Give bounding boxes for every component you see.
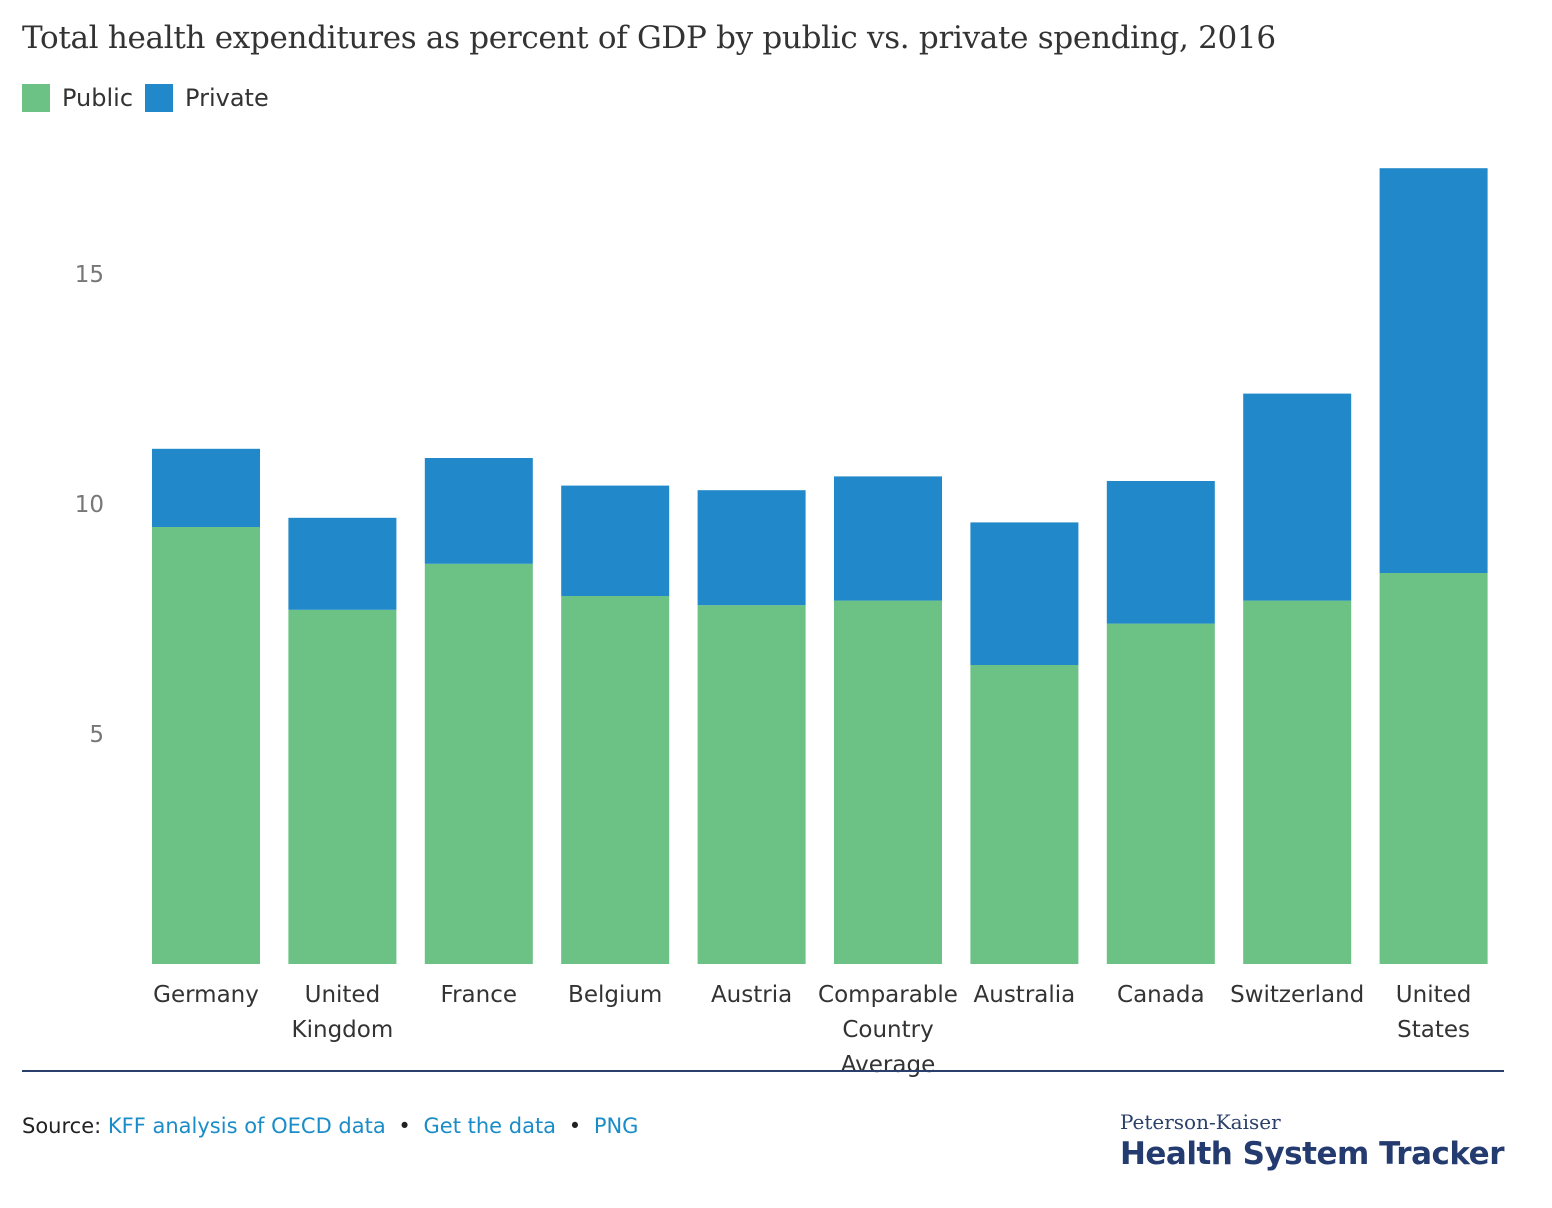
- legend-item-private: Private: [145, 84, 269, 112]
- bar-public: [152, 527, 260, 964]
- separator: •: [568, 1114, 582, 1138]
- x-tick-label: Switzerland: [1230, 982, 1364, 1008]
- bar-public: [288, 609, 397, 964]
- bar-public: [1106, 623, 1215, 964]
- bar-public: [834, 600, 942, 964]
- x-tick-label-line: Belgium: [568, 982, 662, 1008]
- y-tick-label: 10: [75, 492, 104, 518]
- legend-label-public: Public: [62, 84, 134, 112]
- bar-private: [970, 522, 1079, 665]
- x-tick-label-line: France: [441, 982, 517, 1008]
- legend-item-public: Public: [22, 84, 133, 112]
- get-data-link[interactable]: Get the data: [423, 1114, 557, 1138]
- x-tick-label-line: Austria: [711, 982, 792, 1008]
- x-tick-label-line: United: [1396, 982, 1472, 1008]
- bar-private: [1379, 168, 1488, 573]
- bar-public: [1243, 600, 1352, 964]
- source-link-oecd[interactable]: KFF analysis of OECD data: [107, 1114, 386, 1138]
- x-tick-label-line: Kingdom: [292, 1017, 394, 1043]
- bar-private: [1106, 481, 1215, 624]
- source-line: Source: KFF analysis of OECD data • Get …: [22, 1114, 638, 1138]
- bar-public: [697, 605, 806, 964]
- x-tick-label: Canada: [1117, 982, 1205, 1008]
- brand-top-text: Peterson-Kaiser: [1119, 1110, 1281, 1134]
- x-tick-label-line: Country: [842, 1017, 933, 1043]
- footer-divider: [22, 1070, 1504, 1072]
- bar-private: [152, 448, 260, 527]
- x-tick-label: United Kingdom: [292, 982, 394, 1043]
- legend-swatch-private: [145, 84, 174, 112]
- y-tick-label: 15: [75, 262, 104, 288]
- bar-public: [561, 596, 670, 964]
- bar-public: [970, 665, 1079, 964]
- x-tick-label-line: States: [1397, 1017, 1470, 1043]
- bar-private: [561, 485, 670, 596]
- chart-title: Total health expenditures as percent of …: [22, 20, 1276, 56]
- x-tick-label: Comparable Country Average: [818, 982, 958, 1078]
- bar-private: [834, 476, 942, 601]
- legend-swatch-public: [22, 84, 50, 112]
- x-tick-label: United States: [1396, 982, 1472, 1043]
- bar-private: [424, 458, 533, 564]
- y-tick-label: 5: [89, 722, 104, 748]
- x-tick-label: Germany: [153, 982, 259, 1008]
- bar-private: [1243, 393, 1352, 601]
- separator: •: [398, 1114, 411, 1138]
- x-tick-label-line: Switzerland: [1230, 982, 1364, 1008]
- legend: Public Private: [22, 84, 281, 112]
- brand-logo: Peterson-Kaiser Health System Tracker: [1119, 1110, 1505, 1172]
- x-tick-label-line: Australia: [974, 982, 1076, 1008]
- x-tick-label: Belgium: [568, 982, 662, 1008]
- x-tick-label: Austria: [711, 982, 792, 1008]
- legend-label-private: Private: [185, 84, 269, 112]
- brand-main-text: Health System Tracker: [1119, 1136, 1505, 1172]
- bar-private: [288, 517, 397, 610]
- stacked-bar-chart: 5 10 15 Germany United Kingdom France Belgium Au…: [75, 168, 1488, 1078]
- x-tick-label-line: United: [305, 982, 381, 1008]
- bar-public: [1379, 573, 1488, 964]
- bar-public: [424, 563, 533, 964]
- x-tick-label-line: Comparable: [818, 982, 958, 1008]
- x-tick-label-line: Germany: [153, 982, 259, 1008]
- bar-private: [697, 490, 806, 606]
- x-tick-label-line: Canada: [1117, 982, 1205, 1008]
- x-tick-label-line: Average: [841, 1052, 935, 1078]
- x-tick-label: Australia: [974, 982, 1076, 1008]
- png-link[interactable]: PNG: [593, 1114, 639, 1138]
- source-label: Source:: [22, 1114, 102, 1138]
- x-tick-label: France: [441, 982, 517, 1008]
